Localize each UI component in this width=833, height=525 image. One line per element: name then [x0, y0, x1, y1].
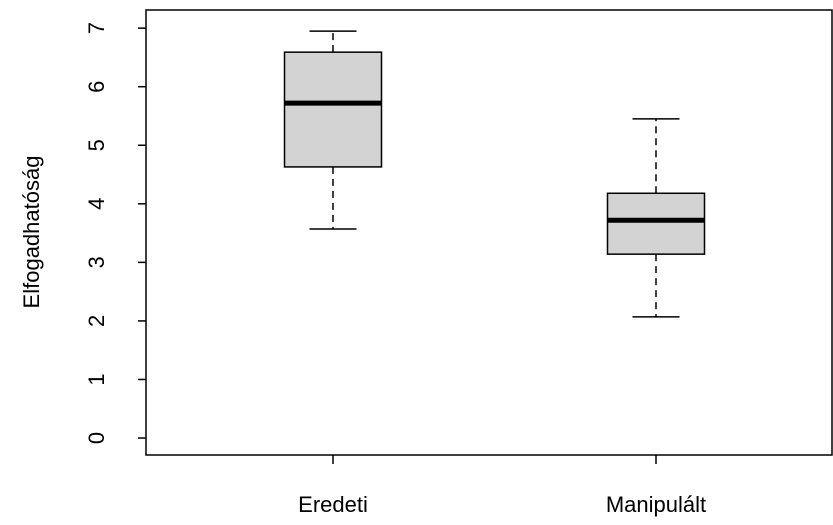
- y-tick-label: 5: [84, 139, 109, 151]
- y-axis-label: Elfogadhatóság: [19, 156, 44, 309]
- x-tick-label: Manipulált: [606, 492, 706, 517]
- y-tick-label: 4: [84, 198, 109, 210]
- box: [606, 192, 706, 255]
- y-tick-label: 6: [84, 81, 109, 93]
- y-tick-label: 0: [84, 432, 109, 444]
- x-tick-label: Eredeti: [298, 492, 368, 517]
- y-tick-label: 3: [84, 256, 109, 268]
- y-tick-label: 2: [84, 315, 109, 327]
- y-tick-label: 1: [84, 373, 109, 385]
- y-tick-label: 7: [84, 22, 109, 34]
- box: [283, 51, 383, 168]
- plot-frame: [145, 9, 833, 456]
